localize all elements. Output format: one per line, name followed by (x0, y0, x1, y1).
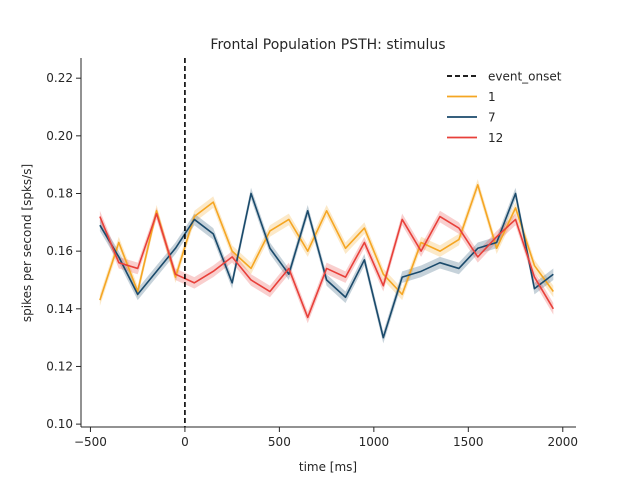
y-tick-label: 0.18 (46, 186, 73, 200)
x-tick-label: 1500 (453, 435, 484, 449)
legend-label-7: 7 (488, 111, 496, 125)
series-line-7 (99, 192, 554, 339)
y-axis-label: spikes per second [spks/s] (20, 164, 34, 322)
legend-label-12: 12 (488, 131, 503, 145)
series-line-1 (99, 184, 554, 301)
y-tick-label: 0.20 (46, 129, 73, 143)
x-tick-label: 500 (268, 435, 291, 449)
legend-label-1: 1 (488, 90, 496, 104)
y-tick-label: 0.10 (46, 417, 73, 431)
plot-area (99, 58, 555, 427)
x-axis-label: time [ms] (299, 460, 357, 474)
legend-label-event_onset: event_onset (488, 70, 562, 84)
y-tick-label: 0.22 (46, 71, 73, 85)
y-tick-label: 0.16 (46, 244, 73, 258)
x-tick-label: 1000 (359, 435, 390, 449)
x-tick-label: −500 (74, 435, 107, 449)
x-tick-label: 0 (181, 435, 189, 449)
series-line-12 (99, 212, 555, 319)
series-band-12 (99, 207, 554, 324)
axes: −500 0 500 1000 1500 2000 0.10 0.12 0.14 0.16 0.18… (46, 58, 578, 449)
chart-title: Frontal Population PSTH: stimulus (210, 37, 445, 53)
legend: event_onset 1 7 12 (447, 70, 562, 145)
y-tick-label: 0.14 (46, 302, 73, 316)
x-tick-label: 2000 (548, 435, 579, 449)
y-tick-label: 0.12 (46, 359, 73, 373)
